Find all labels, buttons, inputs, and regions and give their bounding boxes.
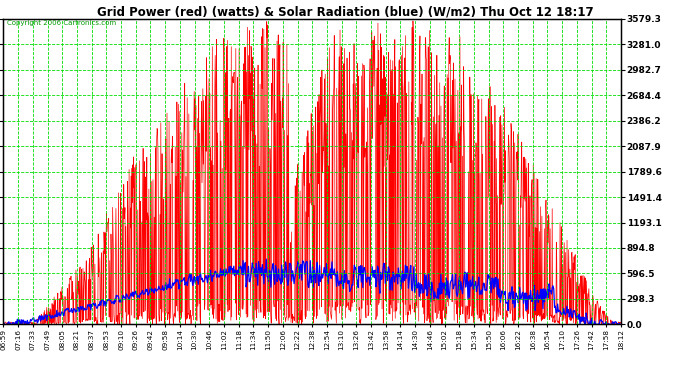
Text: Copyright 2006 Cartronics.com: Copyright 2006 Cartronics.com: [6, 20, 116, 26]
Text: Grid Power (red) (watts) & Solar Radiation (blue) (W/m2) Thu Oct 12 18:17: Grid Power (red) (watts) & Solar Radiati…: [97, 6, 593, 19]
